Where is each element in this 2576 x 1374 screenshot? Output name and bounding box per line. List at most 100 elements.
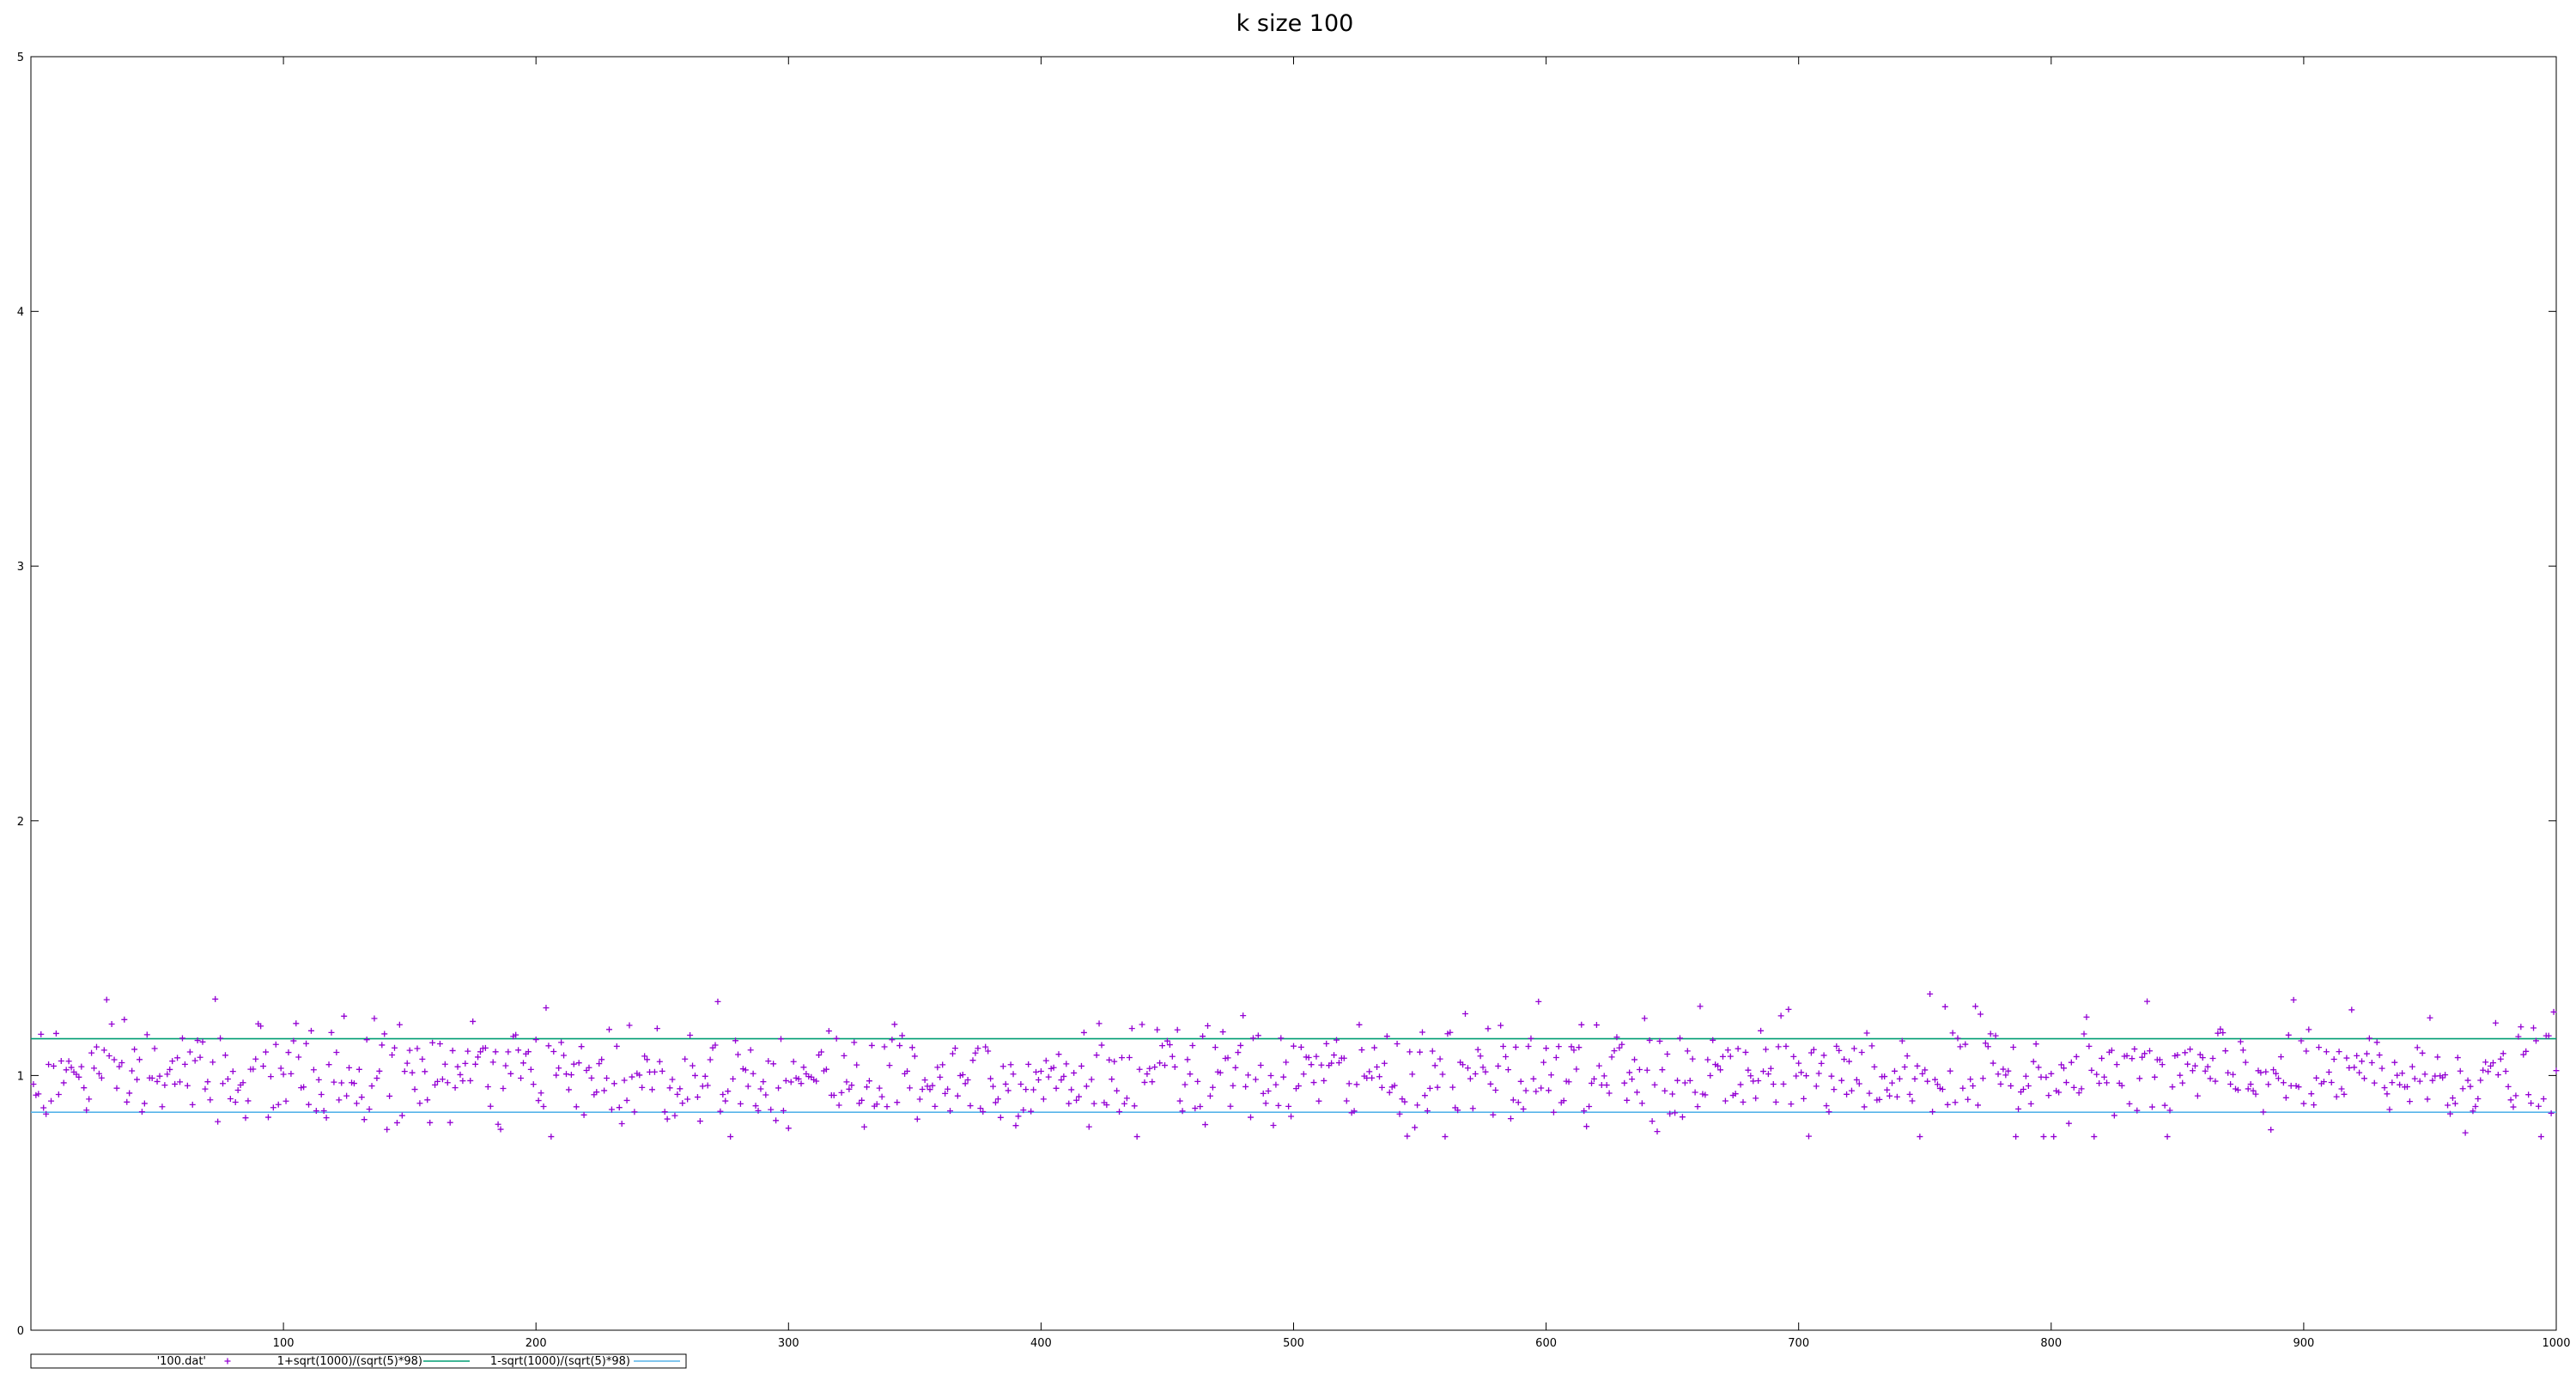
data-point [1477,1053,1484,1060]
data-point [1578,1021,1585,1028]
x-tick-label: 300 [778,1337,799,1350]
data-point [2093,1071,2100,1078]
data-point [951,1045,958,1052]
data-point [1624,1097,1631,1103]
data-point [1636,1066,1643,1073]
data-point [848,1082,855,1089]
data-point [538,1090,544,1097]
data-point [1111,1058,1118,1065]
data-point [30,1080,37,1087]
data-point [2311,1102,2318,1109]
data-point [1386,1089,1393,1096]
data-point [604,1075,611,1082]
data-point [1512,1043,1519,1050]
data-point [644,1056,651,1063]
data-point [68,1064,75,1071]
data-point [2411,1075,2418,1082]
data-point [2397,1081,2403,1088]
data-point [210,1059,216,1066]
data-point [1732,1091,1739,1097]
data-point [401,1068,408,1075]
data-point [1262,1100,1269,1107]
data-point [1131,1103,1138,1110]
data-point [2518,1024,2524,1030]
data-point [830,1092,837,1099]
data-point [1169,1053,1176,1060]
data-point [1498,1022,1504,1029]
data-point [2252,1091,2259,1097]
data-point [1504,1067,1511,1073]
data-point [2237,1038,2244,1045]
data-point [495,1121,501,1128]
data-point [1136,1066,1143,1073]
data-point [197,1054,204,1061]
data-point [264,1114,271,1121]
data-point [1037,1067,1044,1074]
data-point [2472,1103,2479,1110]
data-point [1015,1113,1022,1120]
data-point [969,1057,976,1064]
data-point [674,1091,681,1097]
data-point [1328,1060,1335,1067]
data-point [2354,1052,2360,1059]
data-point [1369,1074,1376,1081]
data-point [2391,1059,2398,1066]
data-point [229,1068,236,1075]
data-point [2328,1079,2335,1086]
data-point [1091,1100,1097,1107]
data-point [1727,1053,1734,1060]
data-point [653,1025,660,1032]
data-point [1601,1073,1607,1079]
data-point [2505,1083,2512,1090]
data-point [318,1091,325,1098]
data-point [798,1080,805,1087]
data-point [1093,1052,1100,1059]
data-point [1487,1080,1494,1087]
data-point [1230,1082,1236,1089]
data-point [1972,1003,1979,1010]
data-point [2368,1060,2375,1067]
data-point [260,1063,267,1070]
data-point [942,1090,949,1097]
data-point [449,1047,456,1054]
data-point [1571,1047,1577,1054]
data-point [1654,1128,1661,1135]
data-point [2099,1055,2105,1061]
data-point [1479,1064,1486,1071]
data-point [884,1103,890,1110]
data-point [1581,1108,1588,1115]
data-point [1371,1044,1378,1051]
data-point [38,1030,45,1037]
data-point [1863,1030,1870,1037]
y-tick-label: 0 [17,1325,24,1338]
data-point [990,1083,997,1090]
data-point [782,1077,789,1084]
data-point [1686,1077,1693,1084]
data-point [207,1097,214,1103]
data-point [1747,1073,1754,1079]
data-point [1184,1056,1191,1063]
data-point [306,1101,313,1108]
data-point [785,1125,792,1132]
data-point [1856,1080,1862,1087]
data-point [1911,1075,1918,1082]
data-point [1528,1035,1534,1042]
data-point [519,1060,526,1067]
data-point [878,1093,885,1100]
data-point [1133,1134,1140,1140]
data-point [465,1048,471,1055]
data-point [671,1112,678,1119]
data-point [1679,1114,1686,1121]
data-point [962,1080,969,1087]
data-point [823,1066,829,1073]
data-point [1437,1055,1443,1062]
data-point [861,1123,868,1130]
data-point [436,1041,443,1048]
data-point [608,1106,615,1113]
data-point [338,1079,345,1086]
data-point [1472,1070,1479,1077]
x-tick-label: 800 [2040,1337,2062,1350]
data-point [992,1099,999,1106]
data-point [1798,1069,1805,1076]
data-point [424,1097,431,1103]
